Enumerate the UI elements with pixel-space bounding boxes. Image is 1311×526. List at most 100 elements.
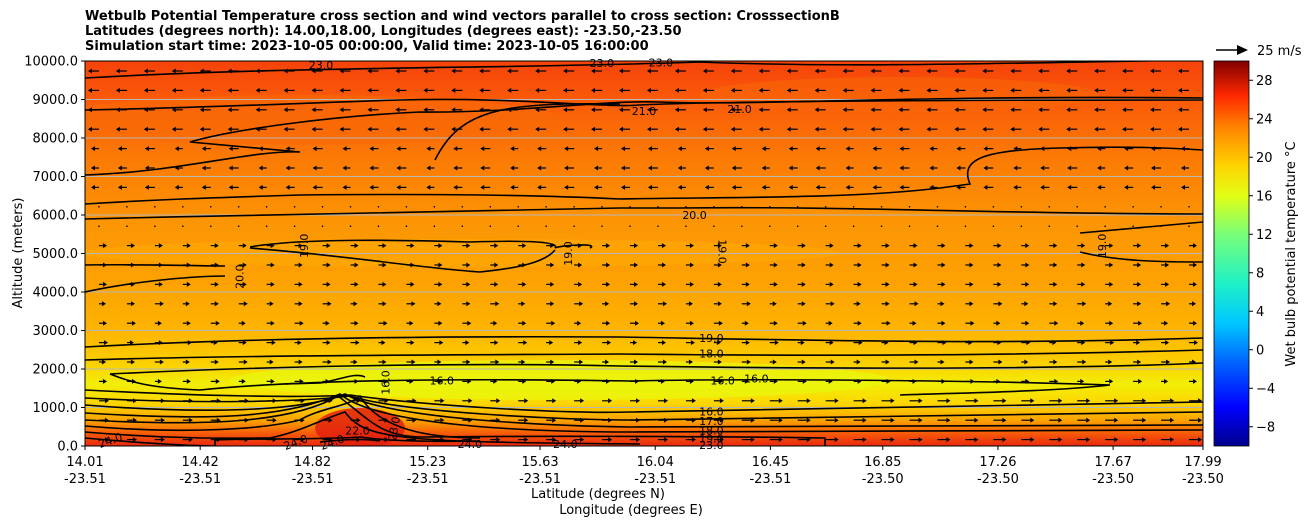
wind-vector-head	[662, 301, 667, 307]
wind-vector-head	[842, 126, 847, 132]
wind-vector-head	[214, 281, 219, 287]
wind-vector-head	[801, 359, 806, 365]
wind-vector-head	[1109, 243, 1114, 249]
wind-vector-head	[872, 165, 877, 171]
wind-vector-head	[1081, 243, 1086, 249]
wind-vector-head	[594, 146, 599, 152]
wind-vector-head	[890, 417, 895, 423]
x-tick-label-lon: -23.51	[519, 472, 561, 487]
wind-vector-head	[605, 301, 610, 307]
wind-vector-head	[634, 243, 639, 249]
wind-vector-head	[634, 301, 639, 307]
wind-vector-head	[130, 243, 135, 249]
wind-vector	[293, 225, 296, 227]
wind-vector	[713, 206, 715, 208]
wind-vector-head	[1170, 398, 1175, 404]
wind-vector-head	[758, 68, 763, 74]
wind-vector-head	[270, 262, 275, 268]
wind-vector-head	[158, 281, 163, 287]
wind-vector-head	[537, 184, 542, 190]
wind-vector-head	[1181, 165, 1186, 171]
wind-vector-head	[621, 146, 626, 152]
wind-vector	[796, 206, 799, 208]
wind-vector-head	[1053, 359, 1058, 365]
wind-vector-head	[997, 262, 1002, 268]
wind-vector	[601, 206, 603, 208]
wind-vector-head	[1114, 437, 1119, 443]
wind-vector	[629, 206, 631, 208]
wind-vector	[321, 206, 324, 208]
wind-vector-head	[132, 398, 137, 404]
wind-vector-head	[367, 87, 372, 93]
contour-label: 18.0	[699, 348, 724, 361]
wind-vector-head	[383, 320, 388, 326]
wind-vector-head	[171, 87, 176, 93]
wind-vector-head	[1010, 87, 1015, 93]
wind-vector-head	[328, 398, 333, 404]
wind-vector-head	[914, 359, 919, 365]
y-tick-label: 7000.0	[33, 170, 79, 185]
wind-vector-head	[731, 146, 736, 152]
wind-vector-head	[131, 320, 136, 326]
wind-vector-head	[468, 437, 473, 443]
x-tick-label-lon: -23.51	[634, 472, 676, 487]
wind-vector-head	[186, 281, 191, 287]
wind-vector-head	[1053, 262, 1058, 268]
wind-vector-head	[228, 146, 233, 152]
wind-vector-head	[283, 68, 288, 74]
contour-label: 23.0	[309, 59, 334, 72]
chart-title-line-2: Latitudes (degrees north): 14.00,18.00, …	[85, 24, 682, 39]
wind-vector-head	[1124, 146, 1129, 152]
wind-vector-head	[1097, 165, 1102, 171]
wind-vector-head	[171, 126, 176, 132]
wind-vector-head	[244, 437, 249, 443]
wind-vector-head	[802, 378, 807, 384]
wind-vector-head	[674, 68, 679, 74]
wind-vector-head	[633, 340, 638, 346]
wind-vector-head	[969, 243, 974, 249]
wind-vector-head	[423, 68, 428, 74]
wind-vector-head	[299, 320, 304, 326]
wind-vector-head	[564, 184, 569, 190]
wind-vector-head	[1137, 243, 1142, 249]
wind-vector-head	[521, 301, 526, 307]
wind-vector-head	[270, 281, 275, 287]
wind-vector-head	[326, 262, 331, 268]
colorbar-tick-label: 8	[1256, 266, 1264, 281]
wind-vector-head	[802, 320, 807, 326]
wind-vector-head	[941, 320, 946, 326]
wind-vector-head	[1010, 126, 1015, 132]
wind-vector-head	[970, 320, 975, 326]
wind-vector-head	[636, 417, 641, 423]
wind-vector-head	[815, 165, 820, 171]
wind-vector-head	[1150, 87, 1155, 93]
contour-line-19-upper	[249, 239, 593, 249]
wind-vector-head	[1109, 262, 1114, 268]
wind-vector-head	[830, 301, 835, 307]
wind-vector-head	[634, 281, 639, 287]
wind-vector-head	[382, 359, 387, 365]
wind-vector-head	[1194, 340, 1199, 346]
wind-vector-head	[102, 378, 107, 384]
wind-vector	[573, 206, 575, 208]
colorbar-tick-label: −4	[1256, 382, 1275, 397]
wind-vector-head	[101, 301, 106, 307]
x-tick-label-lat: 15.63	[521, 455, 558, 470]
wind-vector-head	[1108, 301, 1113, 307]
wind-vector-head	[662, 359, 667, 365]
wind-vector-head	[1066, 107, 1071, 113]
wind-vector-head	[619, 68, 624, 74]
wind-vector-head	[507, 68, 512, 74]
wind-vector-head	[834, 417, 839, 423]
wind-vector-head	[395, 126, 400, 132]
wind-vector	[461, 225, 464, 227]
x-tick-label-lat: 16.85	[864, 455, 901, 470]
wind-vector-head	[899, 165, 904, 171]
wind-vector-head	[691, 437, 696, 443]
wind-vector-head	[453, 184, 458, 190]
wind-vector-head	[579, 359, 584, 365]
contour-label: 22.0	[345, 425, 370, 438]
y-tick-label: 6000.0	[33, 209, 79, 224]
colorbar	[1213, 60, 1250, 447]
wind-vector-head	[258, 146, 263, 152]
